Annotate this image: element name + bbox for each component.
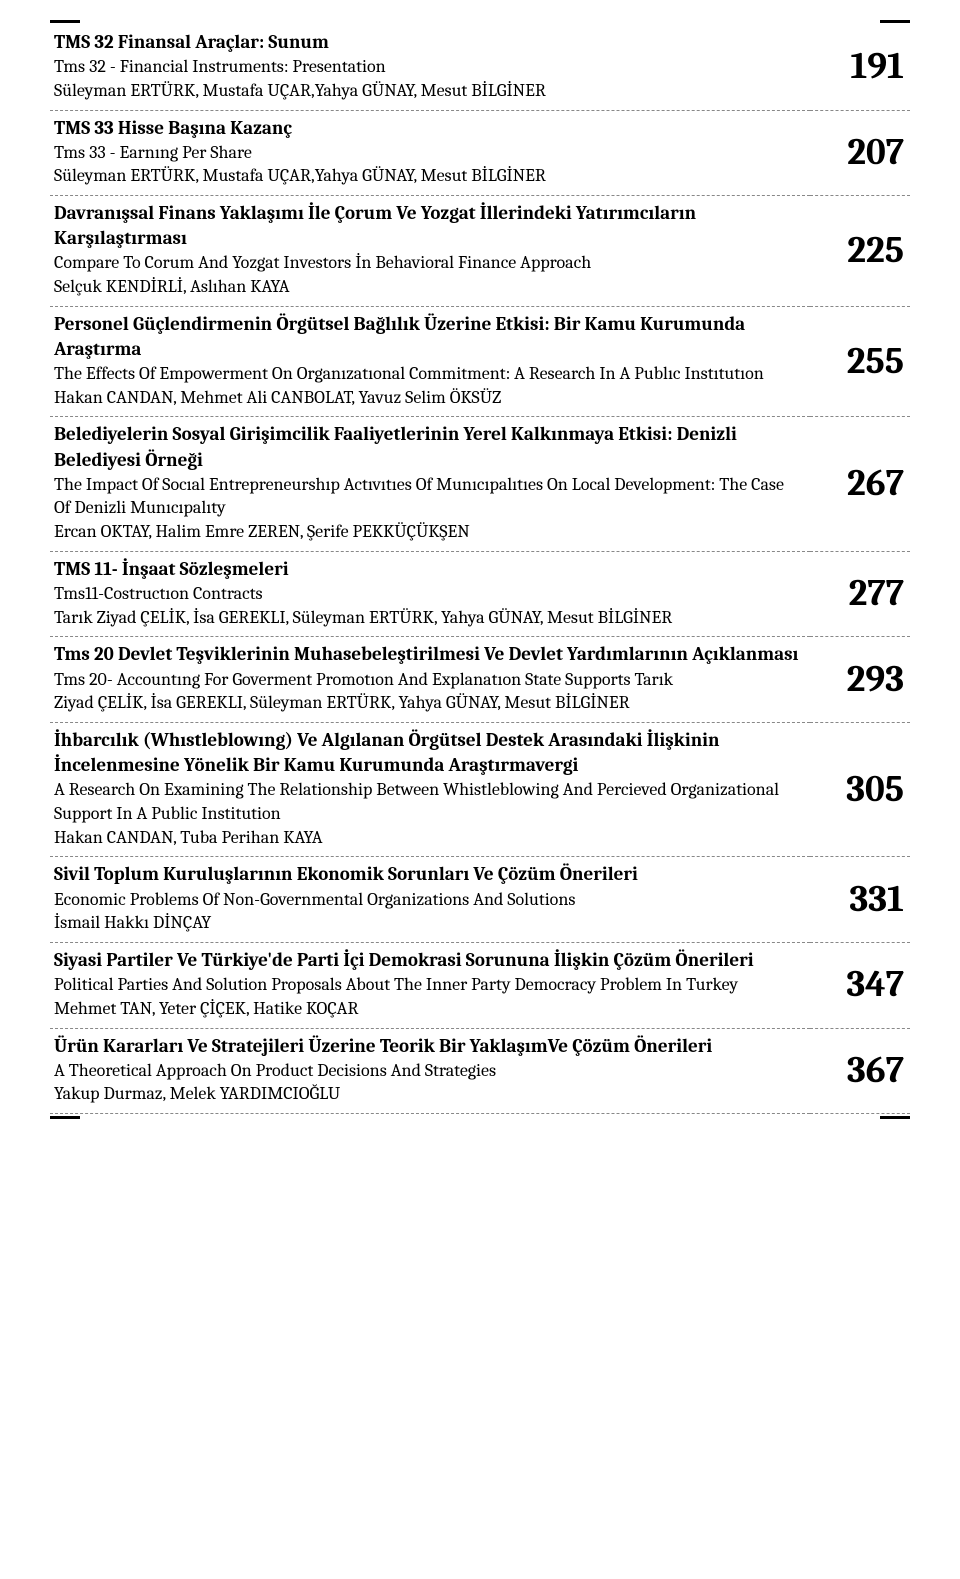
entry-title-en: Tms 20- Accountıng For Goverment Promotı… [54, 668, 802, 692]
entry-authors: Hakan CANDAN, Mehmet Ali CANBOLAT, Yavuz… [54, 386, 802, 410]
entry-title-tr: Tms 20 Devlet Teşviklerinin Muhasebeleşt… [54, 642, 802, 667]
entry-authors: Yakup Durmaz, Melek YARDIMCIOĞLU [54, 1082, 802, 1106]
entry-title-tr: Ürün Kararları Ve Stratejileri Üzerine T… [54, 1034, 802, 1059]
entry-title-tr: Belediyelerin Sosyal Girişimcilik Faaliy… [54, 422, 802, 472]
entry-authors: Ziyad ÇELİK, İsa GEREKLI, Süleyman ERTÜR… [54, 691, 802, 715]
toc-entry: TMS 32 Finansal Araçlar: SunumTms 32 - F… [50, 25, 910, 110]
toc-entry-text: TMS 32 Finansal Araçlar: SunumTms 32 - F… [50, 25, 810, 110]
toc-entry-text: Tms 20 Devlet Teşviklerinin Muhasebeleşt… [50, 637, 810, 723]
entry-authors: Hakan CANDAN, Tuba Perihan KAYA [54, 826, 802, 850]
entry-title-tr: TMS 33 Hisse Başına Kazanç [54, 116, 802, 141]
entry-page-number: 305 [810, 723, 910, 857]
entry-title-tr: TMS 32 Finansal Araçlar: Sunum [54, 30, 802, 55]
entry-title-en: The Impact Of Socıal Entrepreneurshıp Ac… [54, 473, 802, 521]
entry-page-number: 191 [810, 25, 910, 110]
entry-authors: Mehmet TAN, Yeter ÇİÇEK, Hatike KOÇAR [54, 997, 802, 1021]
toc-entry: TMS 33 Hisse Başına KazançTms 33 - Earnı… [50, 110, 910, 196]
entry-authors: Süleyman ERTÜRK, Mustafa UÇAR,Yahya GÜNA… [54, 79, 802, 103]
entry-page-number: 347 [810, 943, 910, 1029]
entry-title-en: A Research On Examining The Relationship… [54, 778, 802, 826]
toc-entry-text: TMS 11- İnşaat SözleşmeleriTms11-Costruc… [50, 551, 810, 637]
header-rule [50, 20, 910, 23]
entry-title-en: A Theoretical Approach On Product Decisi… [54, 1059, 802, 1083]
toc-entry-text: Siyasi Partiler Ve Türkiye'de Parti İçi … [50, 943, 810, 1029]
entry-title-en: Economic Problems Of Non-Governmental Or… [54, 888, 802, 912]
entry-authors: Selçuk KENDİRLİ, Aslıhan KAYA [54, 275, 802, 299]
entry-title-tr: TMS 11- İnşaat Sözleşmeleri [54, 557, 802, 582]
entry-authors: Ercan OKTAY, Halim Emre ZEREN, Şerife PE… [54, 520, 802, 544]
toc-entry-text: İhbarcılık (Whıstleblowıng) Ve Algılanan… [50, 723, 810, 857]
entry-title-en: Political Parties And Solution Proposals… [54, 973, 802, 997]
toc-entry-text: Belediyelerin Sosyal Girişimcilik Faaliy… [50, 417, 810, 551]
entry-page-number: 255 [810, 306, 910, 417]
entry-authors: Süleyman ERTÜRK, Mustafa UÇAR,Yahya GÜNA… [54, 164, 802, 188]
toc-entry-text: Sivil Toplum Kuruluşlarının Ekonomik Sor… [50, 857, 810, 943]
entry-authors: Tarık Ziyad ÇELİK, İsa GEREKLI, Süleyman… [54, 606, 802, 630]
table-of-contents: TMS 32 Finansal Araçlar: SunumTms 32 - F… [50, 25, 910, 1114]
toc-entry: Ürün Kararları Ve Stratejileri Üzerine T… [50, 1028, 910, 1114]
footer-rule [50, 1116, 910, 1119]
entry-title-en: Tms11-Costructıon Contracts [54, 582, 802, 606]
entry-page-number: 367 [810, 1028, 910, 1114]
footer-rule-right [880, 1116, 910, 1119]
toc-entry-text: TMS 33 Hisse Başına KazançTms 33 - Earnı… [50, 110, 810, 196]
entry-page-number: 293 [810, 637, 910, 723]
entry-title-en: The Effects Of Empowerment On Organızatı… [54, 362, 802, 386]
toc-entry: Sivil Toplum Kuruluşlarının Ekonomik Sor… [50, 857, 910, 943]
entry-title-tr: Personel Güçlendirmenin Örgütsel Bağlılı… [54, 312, 802, 362]
toc-entry-text: Ürün Kararları Ve Stratejileri Üzerine T… [50, 1028, 810, 1114]
entry-title-tr: Sivil Toplum Kuruluşlarının Ekonomik Sor… [54, 862, 802, 887]
entry-title-en: Tms 33 - Earnıng Per Share [54, 141, 802, 165]
entry-page-number: 225 [810, 196, 910, 307]
toc-entry: Tms 20 Devlet Teşviklerinin Muhasebeleşt… [50, 637, 910, 723]
entry-page-number: 267 [810, 417, 910, 551]
toc-entry: Belediyelerin Sosyal Girişimcilik Faaliy… [50, 417, 910, 551]
entry-title-tr: İhbarcılık (Whıstleblowıng) Ve Algılanan… [54, 728, 802, 778]
toc-entry-text: Davranışsal Finans Yaklaşımı İle Çorum V… [50, 196, 810, 307]
toc-entry: Personel Güçlendirmenin Örgütsel Bağlılı… [50, 306, 910, 417]
toc-entry: İhbarcılık (Whıstleblowıng) Ve Algılanan… [50, 723, 910, 857]
header-rule-right [880, 20, 910, 23]
entry-page-number: 207 [810, 110, 910, 196]
entry-page-number: 277 [810, 551, 910, 637]
toc-entry-text: Personel Güçlendirmenin Örgütsel Bağlılı… [50, 306, 810, 417]
entry-title-tr: Siyasi Partiler Ve Türkiye'de Parti İçi … [54, 948, 802, 973]
entry-title-tr: Davranışsal Finans Yaklaşımı İle Çorum V… [54, 201, 802, 251]
entry-page-number: 331 [810, 857, 910, 943]
entry-title-en: Tms 32 - Financial Instruments: Presenta… [54, 55, 802, 79]
entry-title-en: Compare To Corum And Yozgat Investors İn… [54, 251, 802, 275]
toc-entry: Siyasi Partiler Ve Türkiye'de Parti İçi … [50, 943, 910, 1029]
header-rule-left [50, 20, 80, 23]
toc-entry: TMS 11- İnşaat SözleşmeleriTms11-Costruc… [50, 551, 910, 637]
entry-authors: İsmail Hakkı DİNÇAY [54, 911, 802, 935]
footer-rule-left [50, 1116, 80, 1119]
toc-entry: Davranışsal Finans Yaklaşımı İle Çorum V… [50, 196, 910, 307]
